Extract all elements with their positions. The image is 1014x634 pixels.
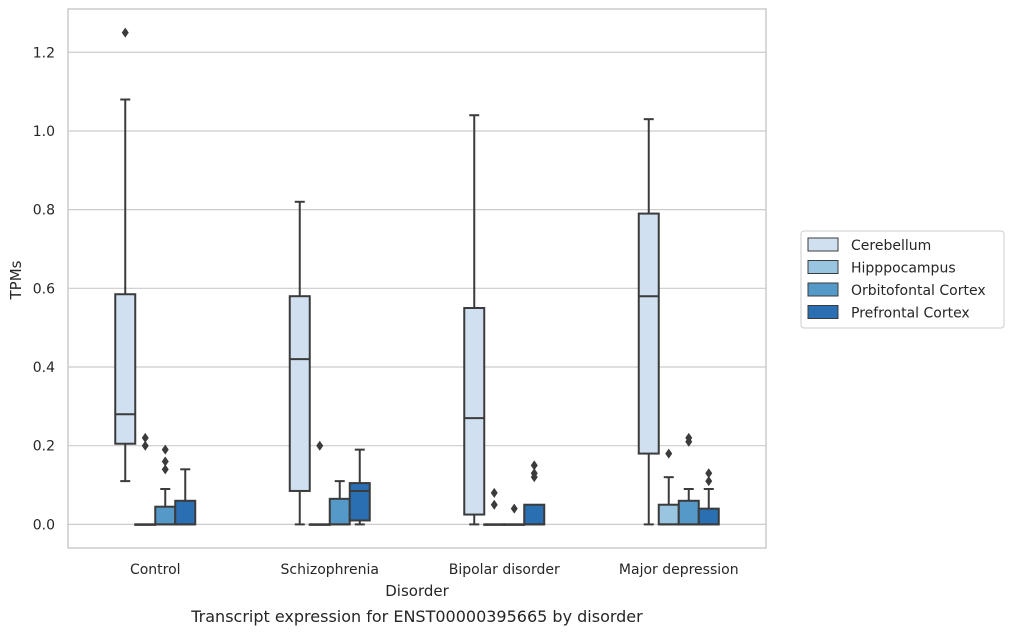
x-tick-label: Bipolar disorder <box>449 562 560 578</box>
box-body <box>637 212 660 455</box>
box-body <box>328 497 351 526</box>
outlier-point <box>530 460 538 471</box>
outlier-point <box>665 448 673 459</box>
outlier-point <box>161 444 169 455</box>
outlier-point <box>490 499 498 510</box>
outlier-point <box>530 468 538 479</box>
legend-swatch <box>807 282 839 297</box>
box-1-2 <box>483 487 506 526</box>
legend-swatch <box>807 305 839 319</box>
box-2-1 <box>328 480 351 526</box>
y-tick-label: 0.0 <box>33 517 55 533</box>
box-2-2 <box>503 503 526 526</box>
plot-frame <box>67 8 767 549</box>
outlier-point <box>705 476 713 487</box>
box-body <box>463 307 486 516</box>
legend-label: Orbitofontal Cortex <box>851 283 986 299</box>
outlier-point <box>705 468 713 479</box>
box-3-1 <box>348 448 371 526</box>
box-body <box>348 482 371 522</box>
outlier-point <box>141 432 149 443</box>
grid <box>68 51 766 525</box>
box-1-0 <box>134 432 157 526</box>
x-tick-label: Control <box>130 562 181 578</box>
chart-caption: Transcript expression for ENST0000039566… <box>190 607 643 626</box>
y-axis-label: TPMs <box>7 260 25 300</box>
x-axis-label: Disorder <box>385 582 449 600</box>
legend-label: Hipppocampus <box>851 261 956 277</box>
y-tick-label: 0.4 <box>33 360 55 376</box>
box-body <box>114 293 137 445</box>
y-tick-label: 1.2 <box>33 45 55 61</box>
box-0-2 <box>463 114 486 526</box>
plot-data <box>114 27 720 526</box>
legend-swatch <box>807 260 839 274</box>
box-3-2 <box>523 460 546 526</box>
outlier-point <box>161 464 169 475</box>
box-0-0 <box>114 27 137 483</box>
box-2-0 <box>154 444 177 526</box>
box-3-3 <box>697 468 720 526</box>
x-axis-ticks: Control Schizophrenia Bipolar disorder Majo… <box>130 562 739 578</box>
box-0-3 <box>637 118 660 526</box>
legend-box <box>800 230 1005 329</box>
box-body <box>523 503 546 526</box>
box-1-1 <box>308 440 331 526</box>
outlier-point <box>161 456 169 467</box>
y-axis-ticks: 0.0 0.2 0.4 0.6 0.8 1.0 1.2 <box>33 45 55 533</box>
box-3-0 <box>174 468 197 526</box>
y-tick-label: 0.8 <box>33 203 55 219</box>
plot-border <box>67 8 767 549</box>
box-body <box>288 295 311 492</box>
box-2-3 <box>677 432 700 526</box>
y-tick-label: 0.2 <box>33 439 55 455</box>
box-1-3 <box>657 448 680 526</box>
box-0-1 <box>288 200 311 526</box>
box-body <box>154 505 177 526</box>
legend-label: Prefrontal Cortex <box>851 306 970 322</box>
box-body <box>657 503 680 526</box>
box-body <box>697 507 720 526</box>
x-tick-label: Schizophrenia <box>281 562 379 578</box>
box-body <box>174 499 197 526</box>
legend: Cerebellum Hipppocampus Orbitofontal Corte… <box>800 230 1005 329</box>
x-tick-label: Major depression <box>619 562 739 578</box>
legend-swatch <box>807 237 839 252</box>
outlier-point <box>510 503 518 514</box>
box-body <box>677 499 700 526</box>
outlier-point <box>490 487 498 498</box>
outlier-point <box>685 432 693 443</box>
outlier-point <box>316 440 324 451</box>
y-tick-label: 1.0 <box>33 124 55 140</box>
outlier-point <box>141 440 149 451</box>
legend-label: Cerebellum <box>851 238 931 254</box>
outlier-point <box>121 27 129 38</box>
y-tick-label: 0.6 <box>33 281 55 297</box>
